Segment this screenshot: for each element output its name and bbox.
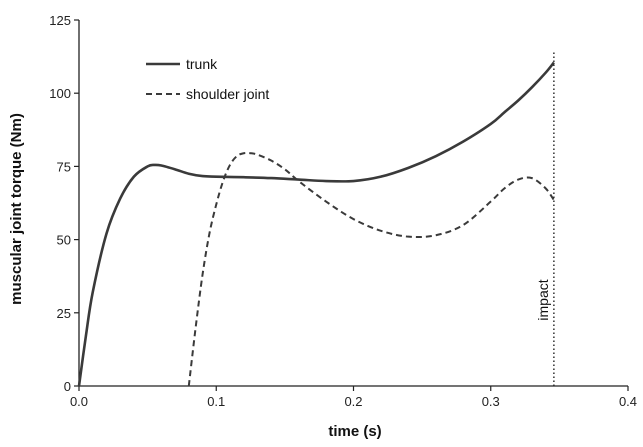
x-tick-label: 0.1 <box>207 394 225 409</box>
x-tick-label: 0.3 <box>482 394 500 409</box>
x-tick-label: 0.2 <box>344 394 362 409</box>
x-tick-label: 0.4 <box>619 394 637 409</box>
y-tick-label: 100 <box>49 86 71 101</box>
legend-label-trunk: trunk <box>186 56 218 72</box>
legend: trunk shoulder joint <box>146 56 269 102</box>
y-tick-label: 25 <box>57 306 71 321</box>
annotations: impact <box>535 50 555 386</box>
y-axis-ticks: 0 25 50 75 100 125 <box>49 13 79 394</box>
y-axis-title: muscular joint torque (Nm) <box>8 113 25 305</box>
x-axis-ticks: 0.0 0.1 0.2 0.3 0.4 <box>70 386 637 409</box>
impact-label: impact <box>535 279 551 320</box>
series-line-shoulder-joint <box>187 151 555 387</box>
plot-series <box>77 61 555 387</box>
y-tick-label: 0 <box>64 379 71 394</box>
x-tick-label: 0.0 <box>70 394 88 409</box>
axes <box>78 20 628 387</box>
legend-label-shoulder-joint: shoulder joint <box>186 86 269 102</box>
y-tick-label: 75 <box>57 159 71 174</box>
x-axis-title: time (s) <box>328 423 381 440</box>
y-tick-label: 50 <box>57 233 71 248</box>
y-tick-label: 125 <box>49 13 71 28</box>
series-line-trunk <box>77 61 555 387</box>
